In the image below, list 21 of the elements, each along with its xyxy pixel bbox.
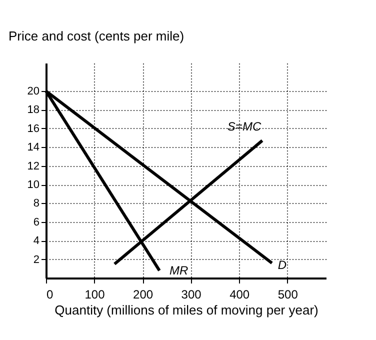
y-tick-label: 8 <box>33 198 40 210</box>
y-axis-title: Price and cost (cents per mile) <box>8 28 184 44</box>
x-tick-label: 200 <box>133 288 154 302</box>
x-tick-label: 500 <box>278 288 298 302</box>
y-tick-label: 12 <box>27 160 40 172</box>
x-tick-label: 0 <box>46 288 54 302</box>
x-tick-label: 100 <box>84 288 106 302</box>
y-tick-label: 16 <box>27 122 40 135</box>
y-tick-label: 10 <box>27 179 40 192</box>
y-tick-label: 4 <box>33 235 40 248</box>
y-tick-label: 6 <box>33 216 40 228</box>
x-tick-label: 300 <box>181 288 202 302</box>
y-tick-label: 20 <box>27 86 40 98</box>
series-label: MR <box>169 264 188 278</box>
y-tick-label: 2 <box>33 254 40 266</box>
series-label: S=MC <box>227 120 262 134</box>
x-tick-label: 400 <box>230 288 250 302</box>
x-axis-title: Quantity (millions of miles of moving per year) <box>54 302 318 318</box>
y-tick-label: 14 <box>27 142 40 154</box>
y-tick-label: 18 <box>27 104 40 116</box>
series-label: D <box>278 258 287 272</box>
